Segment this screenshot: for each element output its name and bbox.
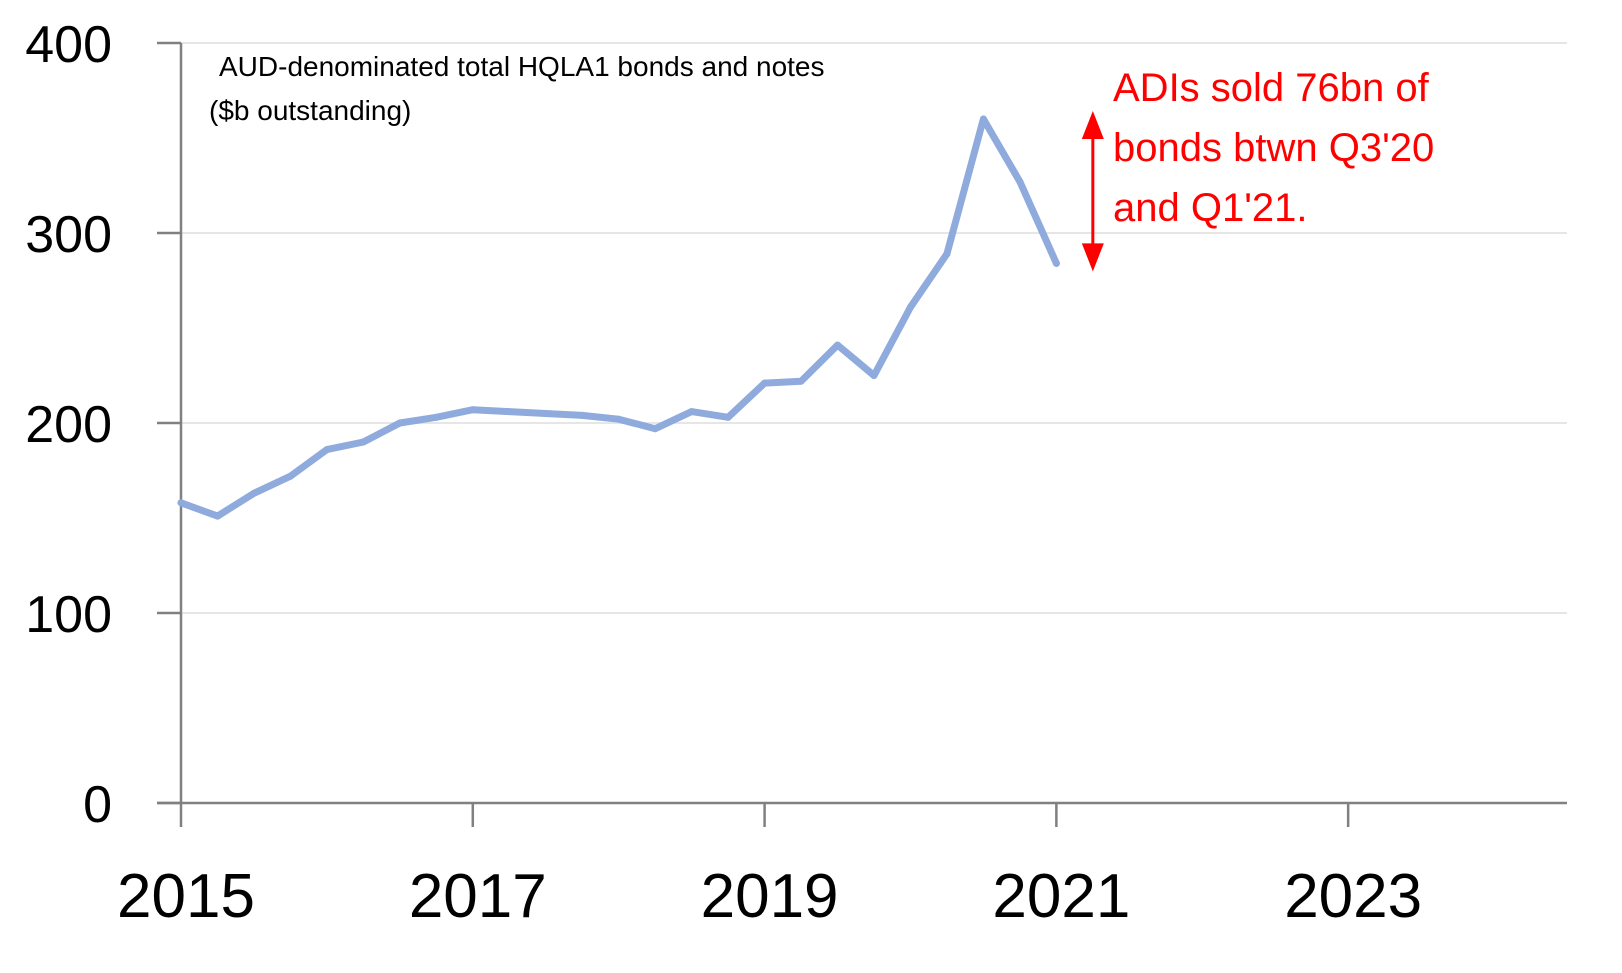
- y-tick-label-300: 300: [25, 206, 112, 264]
- y-tick-label-0: 0: [83, 776, 112, 834]
- chart-title: AUD-denominated total HQLA1 bonds and no…: [209, 51, 832, 126]
- data-point-0-22: [979, 115, 987, 123]
- data-point-0-4: [323, 446, 331, 454]
- data-point-0-16: [761, 379, 769, 387]
- x-tick-label-2015: 2015: [117, 862, 255, 931]
- data-point-0-14: [688, 408, 696, 416]
- data-point-0-21: [943, 250, 951, 258]
- data-point-0-6: [396, 419, 404, 427]
- y-tick-label-200: 200: [25, 396, 112, 454]
- y-tick-labels: 0 100 200 300 400: [25, 16, 112, 834]
- x-tick-labels: 2015 2017 2019 2021 2023: [117, 862, 1422, 931]
- x-tick-label-2017: 2017: [409, 862, 547, 931]
- annotation-line-2: bonds btwn Q3'20: [1113, 126, 1434, 170]
- data-point-0-13: [651, 425, 659, 433]
- data-point-0-24: [1052, 259, 1060, 267]
- data-point-0-11: [578, 411, 586, 419]
- axes: [157, 41, 1567, 827]
- data-point-0-23: [1016, 178, 1024, 186]
- data-point-0-19: [870, 372, 878, 379]
- data-point-0-12: [615, 415, 623, 423]
- annotation-line-3: and Q1'21.: [1113, 186, 1307, 230]
- data-point-0-15: [724, 413, 732, 421]
- series-layer: [177, 115, 1060, 520]
- annotation: ADIs sold 76bn of bonds btwn Q3'20 and Q…: [1081, 66, 1445, 272]
- data-point-0-3: [286, 472, 294, 480]
- chart-title-line-2: ($b outstanding): [209, 95, 411, 126]
- annotation-text: ADIs sold 76bn of bonds btwn Q3'20 and Q…: [1113, 66, 1445, 230]
- x-tick-label-2021: 2021: [992, 862, 1130, 931]
- data-point-0-2: [250, 489, 258, 497]
- annotation-line-1: ADIs sold 76bn of: [1113, 66, 1430, 110]
- data-point-0-1: [213, 512, 221, 520]
- x-tick-label-2023: 2023: [1284, 862, 1422, 931]
- data-point-0-10: [542, 410, 550, 417]
- data-point-0-0: [177, 499, 185, 507]
- data-point-0-9: [505, 408, 513, 416]
- series-line-0: [177, 115, 1060, 520]
- data-point-0-18: [834, 341, 842, 349]
- annotation-arrow-head-bottom: [1081, 243, 1104, 272]
- data-point-0-7: [432, 413, 440, 421]
- data-point-0-8: [469, 406, 477, 414]
- data-point-0-5: [359, 438, 367, 446]
- data-point-0-20: [906, 303, 914, 311]
- x-tick-label-2019: 2019: [701, 862, 839, 931]
- annotation-arrow-head-top: [1081, 111, 1104, 139]
- y-tick-label-100: 100: [25, 586, 112, 644]
- data-point-0-17: [797, 377, 805, 385]
- chart-title-line-1: AUD-denominated total HQLA1 bonds and no…: [219, 51, 825, 82]
- y-tick-label-400: 400: [25, 16, 112, 74]
